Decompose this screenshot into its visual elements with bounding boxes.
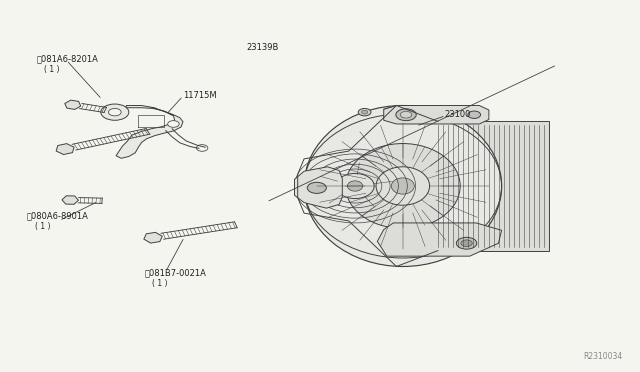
Polygon shape [378,223,502,256]
Polygon shape [144,232,163,243]
Circle shape [362,110,368,114]
Text: Ⓑ080A6-8901A: Ⓑ080A6-8901A [27,211,89,220]
Text: 23139B: 23139B [246,43,279,52]
Ellipse shape [376,167,429,205]
Polygon shape [62,196,79,204]
Ellipse shape [392,178,414,194]
Circle shape [396,109,416,121]
Text: ( 1 ): ( 1 ) [44,65,60,74]
Polygon shape [116,106,183,158]
Text: 23100: 23100 [444,109,470,119]
Circle shape [358,109,371,116]
Text: Ⓑ081A6-8201A: Ⓑ081A6-8201A [36,54,99,63]
Text: Ⓑ081B7-0021A: Ⓑ081B7-0021A [145,268,207,277]
Polygon shape [65,100,81,109]
Ellipse shape [348,181,363,191]
Circle shape [168,121,179,127]
Circle shape [456,237,477,249]
Circle shape [108,109,121,116]
Circle shape [468,111,481,118]
Polygon shape [294,167,342,208]
Circle shape [400,112,412,118]
Polygon shape [384,106,489,124]
Ellipse shape [336,173,374,199]
Text: 11715M: 11715M [183,91,216,100]
FancyBboxPatch shape [438,121,549,251]
Circle shape [100,104,129,120]
Circle shape [307,182,326,193]
Ellipse shape [346,144,460,228]
Ellipse shape [304,106,502,266]
Circle shape [461,240,472,247]
Circle shape [196,145,208,151]
Polygon shape [56,144,74,154]
Text: ( 1 ): ( 1 ) [35,222,50,231]
Text: ( 1 ): ( 1 ) [152,279,168,288]
Text: R2310034: R2310034 [584,352,623,361]
